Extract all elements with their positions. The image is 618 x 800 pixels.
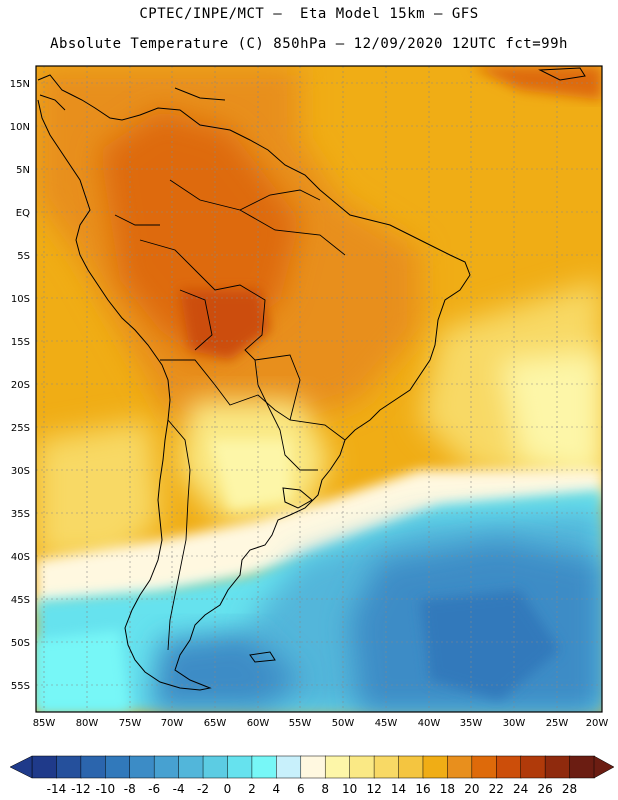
colorbar-label: -8 bbox=[124, 782, 136, 796]
lat-label: 55S bbox=[11, 681, 30, 692]
colorbar: -14 -12 -10 -8 -6 -4 -2 0 2 4 6 8 10 12 14 16 18 20 22 24 26… bbox=[9, 755, 615, 796]
colorbar-label: -2 bbox=[197, 782, 209, 796]
colorbar-swatch bbox=[398, 755, 424, 779]
colorbar-label: 26 bbox=[537, 782, 552, 796]
colorbar-swatch bbox=[422, 755, 449, 779]
colorbar-label: -6 bbox=[148, 782, 160, 796]
colorbar-label: 10 bbox=[342, 782, 357, 796]
colorbar-swatch bbox=[447, 755, 473, 779]
lat-label: 50S bbox=[11, 638, 30, 649]
chart-title-line-1: CPTEC/INPE/MCT – Eta Model 15km – GFS bbox=[139, 6, 479, 22]
lat-label: EQ bbox=[16, 208, 30, 219]
lon-label: 35W bbox=[460, 718, 483, 729]
colorbar-label: 24 bbox=[513, 782, 528, 796]
chart-title-line-2: Absolute Temperature (C) 850hPa – 12/09/… bbox=[50, 36, 568, 52]
colorbar-swatch bbox=[569, 755, 595, 779]
colorbar-label: 20 bbox=[464, 782, 479, 796]
lon-label: 25W bbox=[546, 718, 569, 729]
colorbar-max-arrow bbox=[593, 755, 615, 779]
lat-label: 15S bbox=[11, 337, 30, 348]
lon-label: 55W bbox=[289, 718, 312, 729]
colorbar-swatch bbox=[520, 755, 546, 779]
lon-label: 65W bbox=[204, 718, 227, 729]
colorbar-swatch bbox=[129, 755, 155, 779]
lon-label: 20W bbox=[586, 718, 609, 729]
latitude-labels: 15N 10N 5N EQ 5S 10S 15S 20S 25S 30S 35S… bbox=[10, 79, 30, 692]
colorbar-swatch bbox=[349, 755, 375, 779]
country-borders bbox=[114, 179, 346, 651]
lon-label: 30W bbox=[503, 718, 526, 729]
lat-label: 45S bbox=[11, 595, 30, 606]
lat-label: 35S bbox=[11, 509, 30, 520]
coastline bbox=[37, 67, 586, 691]
colorbar-label: 12 bbox=[366, 782, 381, 796]
temperature-field bbox=[36, 66, 602, 712]
lon-label: 40W bbox=[418, 718, 441, 729]
colorbar-swatch bbox=[324, 755, 351, 779]
lon-label: 60W bbox=[247, 718, 270, 729]
colorbar-swatch bbox=[544, 755, 571, 779]
lon-label: 80W bbox=[76, 718, 99, 729]
colorbar-swatch bbox=[373, 755, 400, 779]
lon-label: 70W bbox=[161, 718, 184, 729]
lat-label: 20S bbox=[11, 380, 30, 391]
colorbar-label: -4 bbox=[173, 782, 185, 796]
colorbar-swatch bbox=[80, 755, 107, 779]
lat-label: 5N bbox=[16, 165, 30, 176]
colorbar-swatch bbox=[251, 755, 278, 779]
lat-label: 10S bbox=[11, 294, 30, 305]
colorbar-swatch bbox=[105, 755, 131, 779]
lat-label: 30S bbox=[11, 466, 30, 477]
colorbar-label: -14 bbox=[47, 782, 67, 796]
lat-label: 15N bbox=[10, 79, 30, 90]
colorbar-swatch bbox=[31, 755, 58, 779]
colorbar-swatch bbox=[496, 755, 522, 779]
colorbar-label: -10 bbox=[95, 782, 115, 796]
colorbar-swatch bbox=[471, 755, 498, 779]
lat-label: 10N bbox=[10, 122, 30, 133]
colorbar-swatch bbox=[56, 755, 82, 779]
colorbar-swatch bbox=[276, 755, 302, 779]
colorbar-label: 28 bbox=[562, 782, 577, 796]
colorbar-label: 14 bbox=[391, 782, 406, 796]
lat-label: 5S bbox=[17, 251, 30, 262]
lon-label: 75W bbox=[119, 718, 142, 729]
colorbar-swatch bbox=[300, 755, 326, 779]
lat-label: 40S bbox=[11, 552, 30, 563]
colorbar-label: -12 bbox=[71, 782, 91, 796]
lon-label: 50W bbox=[332, 718, 355, 729]
colorbar-label: 16 bbox=[415, 782, 430, 796]
colorbar-swatch bbox=[178, 755, 204, 779]
colorbar-min-arrow bbox=[9, 755, 33, 779]
colorbar-label: 8 bbox=[321, 782, 329, 796]
colorbar-swatch bbox=[202, 755, 229, 779]
colorbar-label: 0 bbox=[224, 782, 232, 796]
colorbar-label: 6 bbox=[297, 782, 305, 796]
colorbar-label: 4 bbox=[273, 782, 281, 796]
colorbar-swatch bbox=[227, 755, 253, 779]
lon-label: 45W bbox=[375, 718, 398, 729]
colorbar-swatch bbox=[153, 755, 180, 779]
lat-label: 25S bbox=[11, 423, 30, 434]
colorbar-label: 2 bbox=[248, 782, 256, 796]
longitude-labels: 85W 80W 75W 70W 65W 60W 55W 50W 45W 40W … bbox=[33, 718, 609, 729]
colorbar-label: 18 bbox=[440, 782, 455, 796]
map-frame bbox=[35, 65, 603, 713]
colorbar-label: 22 bbox=[489, 782, 504, 796]
lon-label: 85W bbox=[33, 718, 56, 729]
